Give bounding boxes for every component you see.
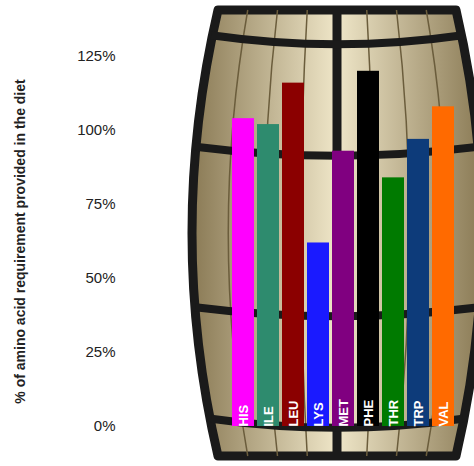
svg-text:HIS: HIS	[236, 405, 251, 427]
svg-text:75%: 75%	[85, 195, 115, 212]
svg-text:PHE: PHE	[361, 399, 376, 426]
svg-text:125%: 125%	[77, 47, 115, 64]
svg-text:MET: MET	[336, 399, 351, 427]
svg-text:100%: 100%	[77, 121, 115, 138]
svg-text:ILE: ILE	[261, 406, 276, 427]
svg-text:LEU: LEU	[286, 401, 301, 427]
svg-text:THR: THR	[386, 399, 401, 426]
svg-text:50%: 50%	[85, 269, 115, 286]
svg-text:LYS: LYS	[311, 402, 326, 426]
svg-text:25%: 25%	[85, 343, 115, 360]
svg-text:% of amino acid requirement pr: % of amino acid requirement provided in …	[12, 79, 28, 404]
svg-text:TRP: TRP	[411, 400, 426, 426]
svg-text:VAL: VAL	[436, 401, 451, 426]
svg-text:0%: 0%	[94, 417, 116, 434]
